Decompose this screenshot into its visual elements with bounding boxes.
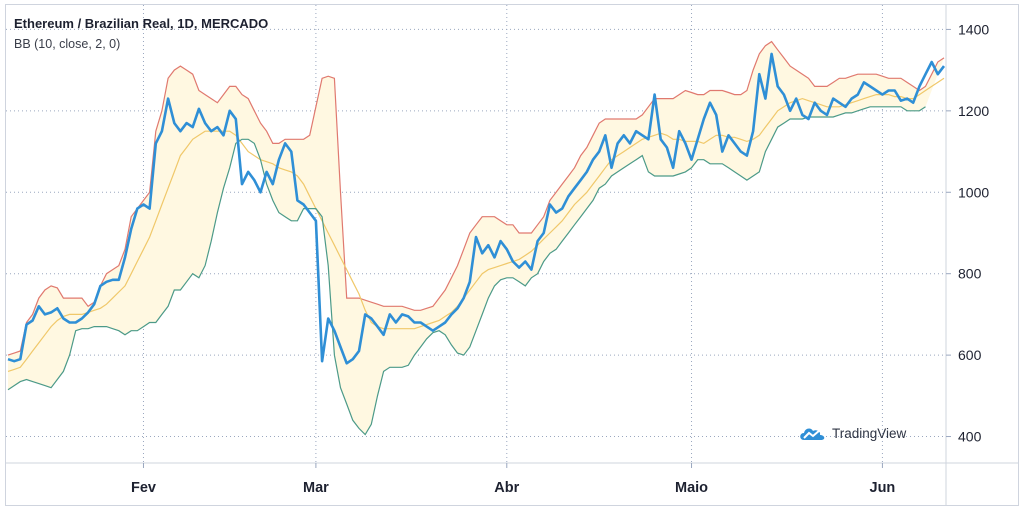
y-tick-label: 1400 [958,21,989,37]
watermark-text: TradingView [832,425,907,441]
chart-title: Ethereum / Brazilian Real, 1D, MERCADO [14,16,269,31]
lower-band-line [7,106,926,436]
tradingview-logo-icon [800,428,825,440]
indicator-legend: BB (10, close, 2, 0) [14,37,121,51]
tradingview-watermark[interactable]: TradingView [798,424,906,442]
y-tick-label: 400 [958,429,982,445]
x-tick-label: Maio [675,480,708,496]
x-tick-label: Mar [303,480,329,496]
x-tick-label: Fev [131,480,156,496]
y-tick-label: 1000 [958,184,989,200]
upper-band-line [7,40,945,356]
y-tick-label: 800 [958,266,982,282]
y-tick-label: 600 [958,347,982,363]
x-tick-label: Jun [870,480,896,496]
x-tick-label: Abr [494,480,519,496]
y-tick-label: 1200 [958,103,989,119]
price-line [7,52,946,365]
